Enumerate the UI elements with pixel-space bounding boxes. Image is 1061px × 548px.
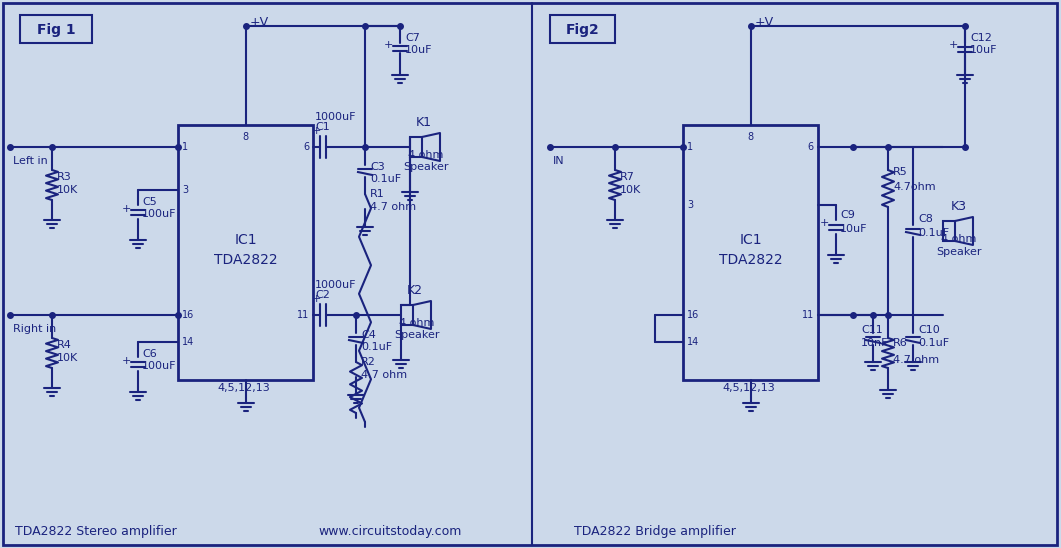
Text: 0.1uF: 0.1uF: [918, 228, 950, 238]
Text: 16: 16: [182, 310, 194, 320]
Text: 4,5,12,13: 4,5,12,13: [723, 383, 776, 393]
Text: 0.1uF: 0.1uF: [370, 174, 401, 184]
Text: C9: C9: [840, 210, 855, 220]
Text: R4: R4: [57, 340, 72, 350]
Text: IN: IN: [553, 156, 564, 166]
Text: R5: R5: [893, 167, 908, 177]
Text: C2: C2: [315, 290, 330, 300]
Text: 4.7 ohm: 4.7 ohm: [893, 355, 939, 365]
Text: R2: R2: [361, 357, 376, 367]
Text: C1: C1: [315, 122, 330, 132]
Bar: [410, 137, 422, 157]
Text: 0.1uF: 0.1uF: [361, 342, 393, 352]
Bar: [20, 15, 92, 43]
Text: C7: C7: [405, 33, 420, 43]
Text: +: +: [949, 41, 958, 50]
Text: +: +: [121, 203, 131, 214]
Text: 1: 1: [182, 142, 188, 152]
Text: 8: 8: [242, 132, 248, 142]
Bar: [943, 221, 955, 241]
Bar: [178, 125, 313, 380]
Text: 14: 14: [688, 337, 699, 347]
Text: +V: +V: [754, 16, 773, 30]
Text: Fig 1: Fig 1: [37, 23, 75, 37]
Text: +: +: [121, 356, 131, 366]
Text: R3: R3: [57, 172, 72, 182]
Text: R1: R1: [370, 189, 385, 199]
Text: 10uF: 10uF: [970, 45, 997, 55]
Text: 4.7 ohm: 4.7 ohm: [370, 202, 416, 212]
Text: C11: C11: [860, 325, 883, 335]
Text: 10uF: 10uF: [840, 224, 868, 234]
Text: +: +: [311, 126, 320, 136]
Text: 4,5,12,13: 4,5,12,13: [218, 383, 271, 393]
Text: +: +: [311, 294, 320, 304]
Text: 100uF: 100uF: [142, 361, 176, 371]
Text: 14: 14: [182, 337, 194, 347]
Text: TDA2822: TDA2822: [718, 254, 782, 267]
Text: 100uF: 100uF: [142, 209, 176, 219]
Text: 4 ohm: 4 ohm: [399, 318, 435, 328]
Text: 10K: 10K: [620, 185, 641, 195]
Text: 4 ohm: 4 ohm: [408, 150, 443, 160]
Text: C4: C4: [361, 330, 376, 340]
Text: www.circuitstoday.com: www.circuitstoday.com: [318, 526, 462, 539]
Text: +V: +V: [249, 16, 268, 30]
Text: C12: C12: [970, 33, 992, 43]
Text: 10K: 10K: [57, 185, 79, 195]
Text: 1000uF: 1000uF: [315, 280, 356, 290]
Text: C10: C10: [918, 325, 940, 335]
Text: +: +: [819, 219, 829, 229]
Text: IC1: IC1: [234, 233, 257, 248]
Text: 0.1uF: 0.1uF: [918, 338, 950, 348]
Text: 6: 6: [302, 142, 309, 152]
Text: Fig2: Fig2: [567, 23, 599, 37]
Bar: [401, 305, 413, 325]
Text: 1: 1: [688, 142, 693, 152]
Text: 4.7ohm: 4.7ohm: [893, 182, 936, 192]
Text: 4 ohm: 4 ohm: [941, 234, 977, 244]
Text: 10nF: 10nF: [860, 338, 888, 348]
Text: +: +: [383, 39, 393, 49]
Text: 3: 3: [182, 185, 188, 195]
Text: K2: K2: [407, 283, 423, 296]
Bar: [550, 15, 615, 43]
Text: TDA2822 Stereo amplifier: TDA2822 Stereo amplifier: [15, 526, 177, 539]
Text: R6: R6: [893, 338, 908, 348]
Text: 4.7 ohm: 4.7 ohm: [361, 370, 407, 380]
Text: Speaker: Speaker: [395, 330, 439, 340]
Text: Speaker: Speaker: [403, 162, 449, 172]
Text: 1000uF: 1000uF: [315, 112, 356, 122]
Text: C5: C5: [142, 197, 157, 207]
Text: Left in: Left in: [13, 156, 48, 166]
Text: C3: C3: [370, 162, 385, 172]
Text: Speaker: Speaker: [936, 247, 981, 257]
Text: C6: C6: [142, 349, 157, 359]
Text: K1: K1: [416, 116, 432, 128]
Text: K3: K3: [951, 199, 967, 213]
Text: 6: 6: [807, 142, 814, 152]
Text: TDA2822 Bridge amplifier: TDA2822 Bridge amplifier: [574, 526, 736, 539]
Text: TDA2822: TDA2822: [213, 254, 277, 267]
Bar: [683, 125, 818, 380]
Text: 11: 11: [802, 310, 814, 320]
Text: 3: 3: [688, 200, 693, 210]
Text: 8: 8: [747, 132, 753, 142]
Text: 11: 11: [297, 310, 309, 320]
Text: Right in: Right in: [13, 324, 56, 334]
Text: R7: R7: [620, 172, 634, 182]
Text: 10K: 10K: [57, 353, 79, 363]
Text: IC1: IC1: [740, 233, 762, 248]
Text: 16: 16: [688, 310, 699, 320]
Text: C8: C8: [918, 214, 933, 224]
Text: 10uF: 10uF: [405, 45, 433, 55]
